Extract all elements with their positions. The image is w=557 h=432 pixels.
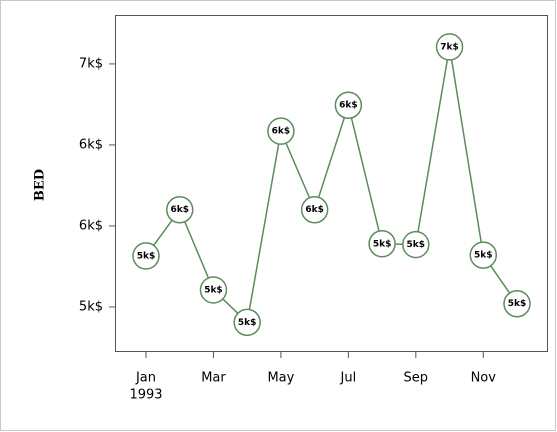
point [435,33,464,61]
point-label: 5k$ [508,299,527,309]
x-tick-label: Nov [471,371,497,386]
point [334,91,363,119]
point-label: 7k$ [440,42,459,52]
point [233,308,261,337]
x-tick-label: Sep [404,371,429,386]
point-label: 5k$ [474,251,493,261]
x-tick-label: Jul [340,371,357,386]
point [300,195,329,224]
point [402,230,430,259]
point-label: 5k$ [407,240,426,250]
point [368,230,396,258]
point-label: 5k$ [373,239,392,249]
y-tick-label: 6k$ [79,137,103,152]
y-tick-label: 6k$ [79,218,103,233]
point-label: 5k$ [204,285,223,295]
point-label: 6k$ [272,127,291,137]
point [469,241,498,269]
point-label: 6k$ [339,101,358,111]
x-tick-label: May [267,371,294,386]
x-tick-label: Mar [201,371,226,386]
point [503,289,531,318]
line [145,46,518,324]
x-tick-label: Jan [135,371,156,386]
plot-frame [115,15,548,352]
point-label: 6k$ [170,205,189,215]
x-year-label: 1993 [129,388,162,403]
point [165,195,194,224]
point [199,276,228,304]
y-tick-label: 7k$ [79,56,103,71]
point-label: 6k$ [305,205,324,215]
point-label: 5k$ [238,318,257,328]
y-tick-label: 5k$ [79,299,103,314]
point-label: 5k$ [137,251,156,261]
point [267,117,295,145]
y-axis-label: BED [33,169,48,201]
point [132,242,160,270]
